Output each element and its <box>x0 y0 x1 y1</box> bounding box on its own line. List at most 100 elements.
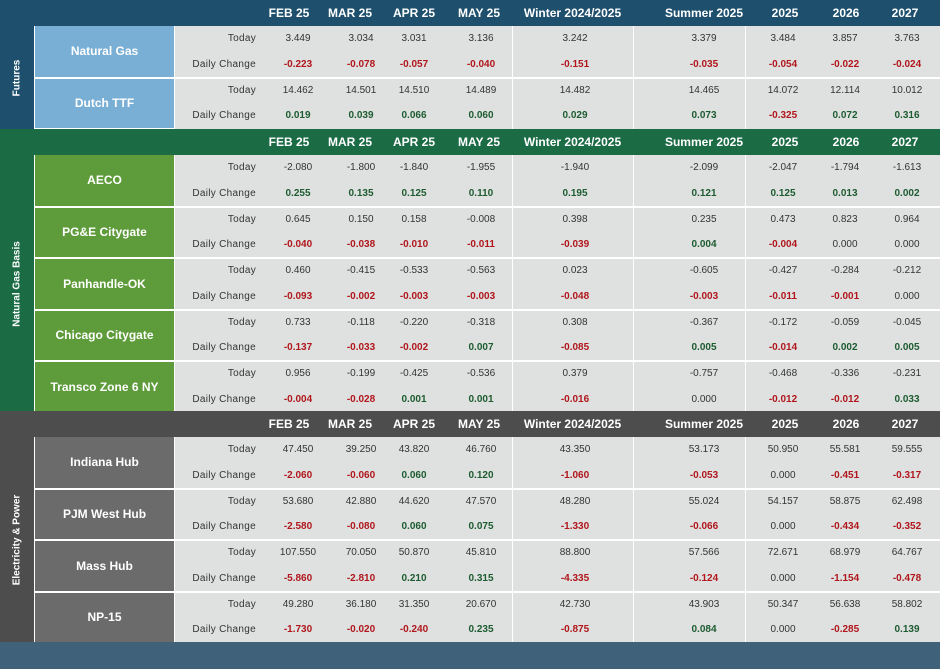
column-header: APR 25 <box>392 6 436 20</box>
change-cell: 0.039 <box>348 110 374 121</box>
column-header: MAY 25 <box>457 417 501 431</box>
instrument-name: Dutch TTF <box>35 78 174 128</box>
price-cell: -0.427 <box>768 265 798 276</box>
column-header: 2026 <box>832 417 860 431</box>
price-cell: 43.903 <box>688 598 720 610</box>
row-divider <box>175 539 940 541</box>
price-cell: 50.347 <box>767 598 799 610</box>
price-cell: 54.157 <box>767 495 799 507</box>
price-cell: 14.072 <box>767 84 799 96</box>
column-header: FEB 25 <box>268 6 310 20</box>
today-row: Today 47.450 39.250 43.820 46.760 43.350 53.17… <box>0 437 940 462</box>
price-cell: 0.398 <box>562 213 588 225</box>
price-cell: 3.763 <box>894 33 920 44</box>
instrument-name: Transco Zone 6 NY <box>35 362 174 412</box>
change-cell: 0.060 <box>401 521 427 532</box>
change-cell: -0.002 <box>346 290 376 302</box>
daily-change-row: Daily Change 0.255 0.135 0.125 0.110 0.195 0.1… <box>0 181 940 206</box>
change-cell: 0.013 <box>832 187 858 199</box>
change-cell: 0.002 <box>894 187 920 199</box>
price-cell: 0.023 <box>562 265 588 276</box>
change-cell: -1.154 <box>830 572 860 584</box>
change-cell: -0.020 <box>346 624 376 635</box>
change-cell: 0.125 <box>401 187 427 199</box>
price-cell: 0.645 <box>285 213 311 225</box>
price-cell: -1.840 <box>399 162 429 173</box>
change-cell: -0.240 <box>399 624 429 635</box>
change-cell: -2.060 <box>283 469 313 481</box>
column-header: MAR 25 <box>327 6 372 20</box>
change-cell: -0.054 <box>768 58 798 70</box>
price-cell: -1.800 <box>346 162 376 173</box>
row-label: Today <box>227 444 256 455</box>
column-header: 2025 <box>771 6 799 20</box>
change-cell: 0.000 <box>894 239 920 250</box>
price-cell: -0.199 <box>346 368 376 379</box>
price-cell: -0.008 <box>466 213 496 225</box>
change-cell: 0.066 <box>401 110 427 121</box>
change-cell: 0.060 <box>468 110 494 121</box>
change-cell: -0.434 <box>830 521 860 532</box>
daily-change-row: Daily Change -0.223 -0.078 -0.057 -0.040 -0.1… <box>0 52 940 77</box>
instrument-name: Panhandle-OK <box>35 259 174 309</box>
price-cell: 0.308 <box>562 316 588 328</box>
price-cell: 58.802 <box>891 598 923 610</box>
change-cell: 0.000 <box>770 521 796 532</box>
change-cell: -0.048 <box>560 290 590 302</box>
section-body <box>175 155 940 413</box>
change-cell: 0.007 <box>468 342 494 353</box>
price-cell: -0.172 <box>768 316 798 328</box>
price-cell: 53.173 <box>688 444 720 455</box>
change-cell: 0.000 <box>770 572 796 584</box>
row-divider <box>175 76 940 79</box>
column-header: MAY 25 <box>457 135 501 149</box>
section-label: Futures <box>0 26 34 129</box>
column-header: FEB 25 <box>268 135 310 149</box>
price-cell: 14.501 <box>345 84 377 96</box>
change-cell: 0.315 <box>468 572 494 584</box>
price-cell: 0.733 <box>285 316 311 328</box>
footer-bar <box>0 642 940 669</box>
price-cell: -0.605 <box>689 265 719 276</box>
price-cell: 47.450 <box>282 444 314 455</box>
price-cell: 14.462 <box>282 84 314 96</box>
column-header: Summer 2025 <box>664 135 744 149</box>
column-header: Winter 2024/2025 <box>523 135 622 149</box>
change-cell: -0.040 <box>283 239 313 250</box>
column-header: MAR 25 <box>327 417 372 431</box>
instrument-name: Indiana Hub <box>35 437 174 488</box>
price-cell: -0.336 <box>830 368 860 379</box>
price-cell: -0.059 <box>830 316 860 328</box>
row-label: Today <box>227 33 256 44</box>
price-cell: -0.563 <box>466 265 496 276</box>
price-cell: 14.489 <box>465 84 497 96</box>
change-cell: -0.451 <box>830 469 860 481</box>
change-cell: -0.478 <box>892 572 922 584</box>
change-cell: -0.040 <box>466 58 496 70</box>
row-label: Today <box>227 547 256 558</box>
change-cell: -2.580 <box>283 521 313 532</box>
today-row: Today 0.956 -0.199 -0.425 -0.536 0.379 -0.757 -… <box>0 361 940 386</box>
today-row: Today 49.280 36.180 31.350 20.670 42.730 43.90… <box>0 592 940 617</box>
column-header: 2026 <box>832 135 860 149</box>
today-row: Today 0.733 -0.118 -0.220 -0.318 0.308 -0.367 -… <box>0 310 940 335</box>
price-cell: 43.820 <box>398 444 430 455</box>
price-cell: 3.242 <box>562 33 588 44</box>
today-row: Today -2.080 -1.800 -1.840 -1.955 -1.940 -2.09… <box>0 155 940 180</box>
row-divider <box>175 487 940 490</box>
row-label: Today <box>227 213 256 225</box>
price-cell: 68.979 <box>829 547 861 558</box>
change-cell: 0.073 <box>691 110 717 121</box>
change-cell: -0.039 <box>560 239 590 250</box>
change-cell: 0.005 <box>894 342 920 353</box>
row-label: Today <box>227 598 256 610</box>
change-cell: -0.012 <box>830 393 860 405</box>
row-divider <box>175 257 940 259</box>
change-cell: -0.151 <box>560 58 590 70</box>
daily-change-row: Daily Change -0.004 -0.028 0.001 0.001 -0.016… <box>0 387 940 412</box>
price-cell: 64.767 <box>891 547 923 558</box>
instrument-name: Natural Gas <box>35 26 174 77</box>
column-header: MAR 25 <box>327 135 372 149</box>
row-divider <box>175 205 940 208</box>
change-cell: 0.084 <box>691 624 717 635</box>
